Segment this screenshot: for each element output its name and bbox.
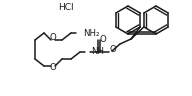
Text: NH₂: NH₂ <box>83 29 99 38</box>
Text: HCl: HCl <box>58 3 74 12</box>
Text: O: O <box>100 34 106 43</box>
Text: O: O <box>50 63 56 72</box>
Text: O: O <box>50 34 56 43</box>
Text: O: O <box>110 46 116 55</box>
Text: NH: NH <box>91 48 104 57</box>
